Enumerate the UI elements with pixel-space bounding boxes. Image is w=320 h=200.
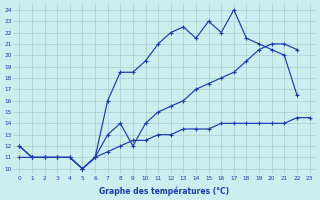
X-axis label: Graphe des températures (°C): Graphe des températures (°C) xyxy=(100,186,229,196)
